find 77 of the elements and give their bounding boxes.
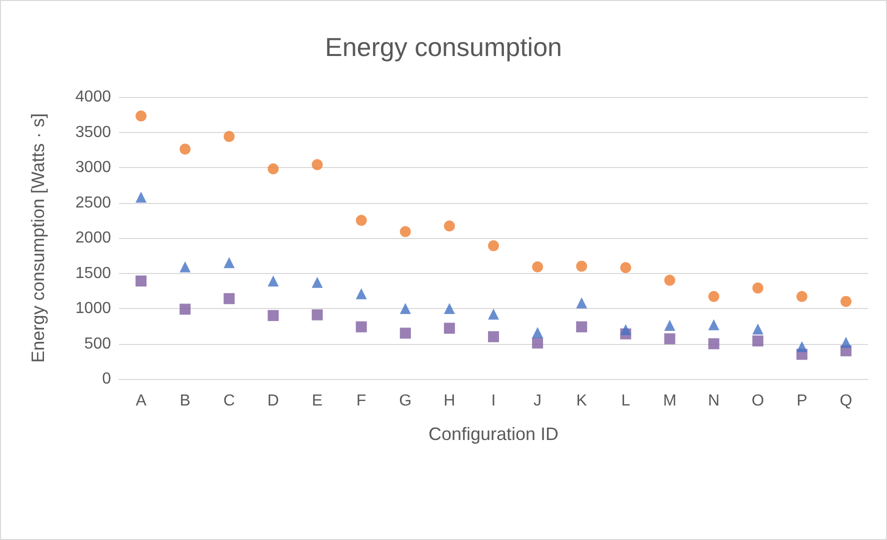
x-tick-label: I	[491, 392, 496, 410]
point	[796, 341, 808, 352]
point	[664, 320, 676, 331]
point	[840, 336, 852, 348]
y-tick-label: 2000	[75, 230, 112, 246]
point	[752, 282, 764, 294]
point	[224, 293, 235, 304]
point	[796, 291, 808, 302]
point	[488, 308, 499, 320]
point	[664, 274, 676, 286]
point	[312, 276, 323, 288]
x-tick-label: N	[708, 392, 720, 410]
point	[664, 333, 676, 344]
x-axis-title: Configuration ID	[428, 424, 559, 444]
x-tick-label: C	[223, 392, 235, 410]
point	[356, 321, 367, 332]
y-tick-label: 3500	[75, 124, 112, 141]
y-tick-label: 2500	[75, 194, 112, 212]
point	[400, 226, 411, 238]
point	[752, 323, 764, 334]
point	[224, 130, 235, 142]
y-tick-label: 4000	[75, 88, 112, 106]
y-axis-title: Energy consumption [Watts · s]	[28, 113, 48, 363]
chart-title: Energy consumption	[324, 32, 562, 62]
y-tick-label: 500	[84, 335, 112, 352]
x-tick-label: O	[752, 392, 764, 410]
point	[400, 328, 411, 339]
x-tick-label: M	[663, 392, 676, 410]
point	[444, 220, 455, 232]
point	[268, 163, 279, 174]
point	[136, 276, 147, 287]
y-tick-label: 1500	[75, 264, 112, 282]
x-tick-label: E	[312, 392, 323, 410]
x-tick-label: D	[267, 392, 279, 410]
x-tick-label: F	[356, 392, 366, 410]
point	[312, 159, 323, 170]
x-tick-label: J	[534, 392, 542, 410]
point	[576, 321, 588, 332]
point	[400, 303, 411, 314]
x-tick-label: H	[444, 392, 456, 410]
point	[576, 260, 588, 272]
point	[532, 261, 544, 272]
point	[708, 319, 720, 330]
point	[532, 326, 544, 338]
x-tick-label: K	[576, 392, 588, 410]
point	[180, 261, 191, 272]
point	[312, 309, 323, 320]
point	[136, 110, 147, 122]
y-tick-label: 3000	[75, 159, 112, 176]
x-tick-label: B	[180, 392, 190, 410]
point	[268, 310, 279, 322]
point	[620, 262, 632, 274]
point	[224, 257, 235, 268]
point	[488, 331, 499, 342]
point	[708, 291, 720, 302]
point	[532, 338, 544, 349]
point	[444, 322, 455, 334]
x-tick-label: G	[399, 392, 412, 410]
x-tick-label: P	[796, 392, 808, 410]
point	[488, 240, 499, 252]
point	[268, 276, 279, 287]
x-tick-label: Q	[840, 392, 852, 410]
point	[840, 296, 852, 307]
point	[180, 144, 191, 155]
y-tick-label: 1000	[75, 300, 112, 317]
point	[180, 304, 191, 315]
x-tick-label: A	[136, 392, 147, 410]
point	[136, 192, 147, 203]
point	[444, 303, 455, 314]
point	[708, 338, 720, 350]
point	[356, 214, 367, 226]
point	[620, 324, 632, 336]
point	[752, 335, 764, 346]
point	[576, 297, 588, 308]
point	[356, 288, 367, 300]
y-tick-label: 0	[102, 370, 112, 388]
x-tick-label: L	[621, 392, 630, 410]
